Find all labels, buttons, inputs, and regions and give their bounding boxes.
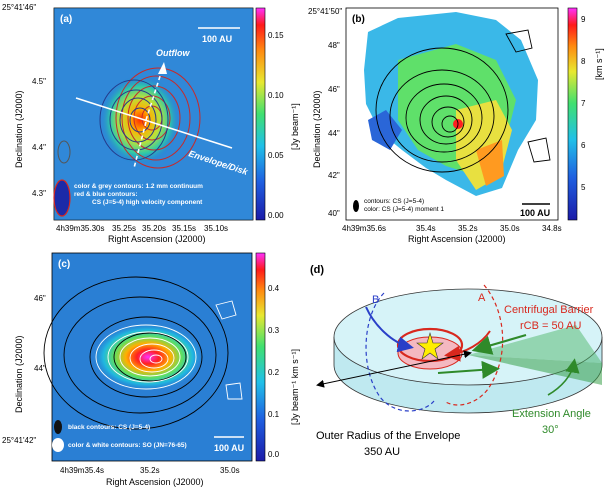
x-tick: 34.8s	[542, 224, 562, 233]
x-tick: 35.4s	[416, 224, 436, 233]
cb-tick: 6	[581, 141, 586, 150]
cb-value: rCB = 50 AU	[520, 320, 582, 332]
scalebar-label: 100 AU	[202, 34, 232, 44]
y-axis-label: Declination (J2000)	[14, 90, 24, 168]
x-tick: 4h39m35.30s	[56, 224, 104, 233]
y-axis-label: Declination (J2000)	[312, 90, 322, 168]
colorbar-label: [km s⁻¹]	[594, 48, 604, 80]
panel-label: (d)	[310, 264, 324, 276]
x-tick: 35.10s	[204, 224, 228, 233]
outflow-label: Outflow	[156, 48, 190, 58]
x-tick: 35.2s	[140, 466, 160, 475]
scalebar-label: 100 AU	[214, 443, 244, 453]
outer-line-1: Outer Radius of the Envelope	[316, 430, 460, 442]
legend-line-2: color & white contours: SO (JN=76-65)	[68, 442, 187, 449]
y-tick: 44"	[34, 364, 46, 373]
x-tick: 35.0s	[500, 224, 520, 233]
x-tick: 35.20s	[142, 224, 166, 233]
x-tick: 4h39m35.6s	[342, 224, 386, 233]
y-top-tick: 25°41'46"	[2, 3, 36, 12]
y-axis-label: Declination (J2000)	[14, 335, 24, 413]
y-tick: 4.4"	[32, 143, 46, 152]
cb-tick: 0.2	[268, 368, 280, 377]
panel-b: (b) contours: CS (J=5-4) color: CS (J=5-…	[308, 7, 604, 244]
cb-tick: 0.15	[268, 31, 284, 40]
legend-line-1: black contours: CS (J=5-4)	[68, 424, 150, 431]
cb-title: Centrifugal Barrier	[504, 304, 594, 316]
y-tick: 46"	[34, 294, 46, 303]
cb-tick: 0.4	[268, 284, 280, 293]
y-tick: 48"	[328, 41, 340, 50]
y-tick: 44"	[328, 129, 340, 138]
legend-line-1: contours: CS (J=5-4)	[364, 198, 424, 205]
cb-tick: 7	[581, 99, 586, 108]
x-axis-label: Right Ascension (J2000)	[106, 477, 204, 487]
y-tick: 4.5"	[32, 77, 46, 86]
scalebar-label: 100 AU	[520, 208, 550, 218]
x-tick: 35.2s	[458, 224, 478, 233]
cb-tick: 0.0	[268, 450, 280, 459]
ext-title: Extension Angle	[512, 408, 591, 420]
colorbar	[567, 7, 578, 221]
x-tick: 35.25s	[112, 224, 136, 233]
y-tick: 42"	[328, 171, 340, 180]
x-tick: 35.0s	[220, 466, 240, 475]
panel-d: (d) B A Centrifugal Barrier rCB = 50 AU …	[310, 264, 603, 458]
label-b: B	[372, 294, 379, 306]
cb-tick: 9	[581, 15, 586, 24]
y-tick: 40"	[328, 209, 340, 218]
colorbar-label: [Jy beam⁻¹ km s⁻¹]	[290, 349, 300, 425]
colorbar	[255, 252, 266, 462]
label-a: A	[478, 292, 486, 304]
x-tick: 35.15s	[172, 224, 196, 233]
x-axis-label: Right Ascension (J2000)	[108, 234, 206, 244]
y-tick: 46"	[328, 85, 340, 94]
y-tick: 25°41'42"	[2, 436, 36, 445]
y-tick: 4.3"	[32, 189, 46, 198]
cb-tick: 0.10	[268, 91, 284, 100]
y-top-tick: 25°41'50"	[308, 7, 342, 16]
x-tick: 4h39m35.4s	[60, 466, 104, 475]
colorbar	[255, 7, 266, 221]
cb-tick: 0.05	[268, 151, 284, 160]
colorbar-label: [Jy beam⁻¹]	[290, 103, 300, 150]
panel-c: (c) black contours: CS (J=5-4) color & w…	[2, 252, 300, 487]
legend-line-2: red & blue contours:	[74, 191, 138, 198]
cb-tick: 0.1	[268, 410, 280, 419]
cb-tick: 0.00	[268, 211, 284, 220]
panel-label: (b)	[352, 14, 365, 25]
legend-line-2: color: CS (J=5-4) moment 1	[364, 206, 444, 213]
ext-value: 30°	[542, 424, 559, 436]
x-axis-label: Right Ascension (J2000)	[408, 234, 506, 244]
legend-line-3: CS (J=5-4) high velocity component	[92, 199, 203, 206]
cb-tick: 5	[581, 183, 586, 192]
panel-label: (c)	[58, 259, 70, 270]
outer-line-2: 350 AU	[364, 446, 400, 458]
cb-tick: 0.3	[268, 326, 280, 335]
panel-label: (a)	[60, 14, 72, 25]
panel-a: Outflow Envelope/Disk (a) 100 AU color &…	[2, 3, 300, 244]
legend-line-1: color & grey contours: 1.2 mm continuum	[74, 183, 203, 190]
cb-tick: 8	[581, 57, 586, 66]
